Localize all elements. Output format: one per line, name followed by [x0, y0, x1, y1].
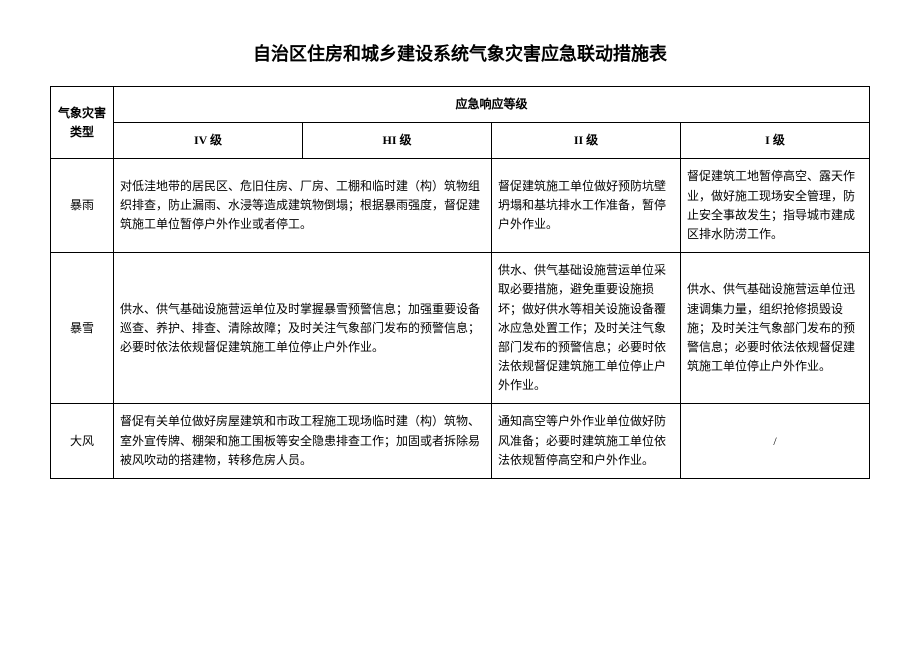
cell-level-2: 供水、供气基础设施营运单位采取必要措施，避免重要设施损坏；做好供水等相关设施设备… [492, 253, 681, 404]
row-type: 大风 [51, 404, 114, 479]
cell-level-2: 督促建筑施工单位做好预防坑壁坍塌和基坑排水工作准备，暂停户外作业。 [492, 159, 681, 253]
cell-level-4-3: 督促有关单位做好房屋建筑和市政工程施工现场临时建（构）筑物、室外宣传牌、棚架和施… [114, 404, 492, 479]
table-row: 大风 督促有关单位做好房屋建筑和市政工程施工现场临时建（构）筑物、室外宣传牌、棚… [51, 404, 870, 479]
header-response: 应急响应等级 [114, 87, 870, 123]
row-type: 暴雨 [51, 159, 114, 253]
header-type: 气象灾害类型 [51, 87, 114, 159]
cell-level-1: 供水、供气基础设施营运单位迅速调集力量，组织抢修损毁设施；及时关注气象部门发布的… [681, 253, 870, 404]
table-row: 暴雨 对低洼地带的居民区、危旧住房、厂房、工棚和临时建（构）筑物组织排查，防止漏… [51, 159, 870, 253]
cell-level-2: 通知高空等户外作业单位做好防风准备；必要时建筑施工单位依法依规暂停高空和户外作业… [492, 404, 681, 479]
header-level-3: HI 级 [303, 123, 492, 159]
row-type: 暴雪 [51, 253, 114, 404]
header-level-1: I 级 [681, 123, 870, 159]
measures-table: 气象灾害类型 应急响应等级 IV 级 HI 级 II 级 I 级 暴雨 对低洼地… [50, 86, 870, 479]
cell-level-4-3: 供水、供气基础设施营运单位及时掌握暴雪预警信息；加强重要设备巡查、养护、排查、清… [114, 253, 492, 404]
cell-level-1: / [681, 404, 870, 479]
table-row: 暴雪 供水、供气基础设施营运单位及时掌握暴雪预警信息；加强重要设备巡查、养护、排… [51, 253, 870, 404]
header-level-2: II 级 [492, 123, 681, 159]
header-level-4: IV 级 [114, 123, 303, 159]
cell-level-1: 督促建筑工地暂停高空、露天作业，做好施工现场安全管理，防止安全事故发生；指导城市… [681, 159, 870, 253]
cell-level-4-3: 对低洼地带的居民区、危旧住房、厂房、工棚和临时建（构）筑物组织排查，防止漏雨、水… [114, 159, 492, 253]
page-title: 自治区住房和城乡建设系统气象灾害应急联动措施表 [50, 40, 870, 66]
